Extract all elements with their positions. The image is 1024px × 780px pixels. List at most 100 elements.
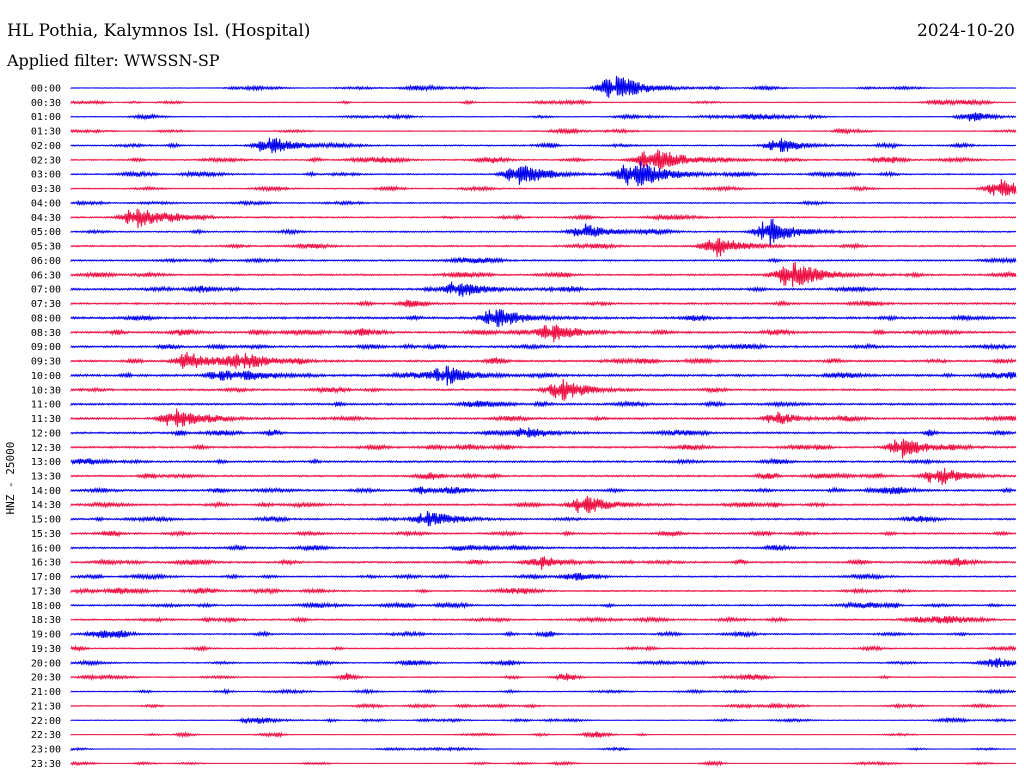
trace-line: [70, 408, 1017, 427]
trace-line: [70, 127, 1017, 136]
trace-line: [70, 702, 1017, 710]
tick-label: 21:30: [31, 701, 61, 712]
trace-line: [70, 342, 1017, 351]
trace-line: [70, 299, 1017, 308]
tick-label: 12:30: [31, 443, 61, 454]
trace-line: [70, 716, 1017, 725]
trace-line: [70, 672, 1017, 682]
trace-line: [70, 281, 1017, 297]
trace-line: [70, 427, 1017, 438]
tick-label: 04:00: [31, 198, 61, 209]
trace-line: [70, 256, 1017, 265]
tick-label: 20:30: [31, 673, 61, 684]
trace-line: [70, 630, 1017, 639]
tick-label: 08:30: [31, 328, 61, 339]
tick-label: 07:30: [31, 299, 61, 310]
tick-label: 06:30: [31, 270, 61, 281]
tick-label: 15:00: [31, 515, 61, 526]
tick-label: 03:30: [31, 184, 61, 195]
trace-line: [70, 75, 1017, 98]
filter-label: Applied filter: WWSSN-SP: [7, 51, 220, 70]
trace-line: [70, 149, 1017, 170]
tick-label: 19:00: [31, 630, 61, 641]
trace-line: [70, 351, 1017, 369]
trace-line: [70, 208, 1017, 229]
tick-label: 19:30: [31, 644, 61, 655]
trace-line: [70, 400, 1017, 408]
trace-line: [70, 529, 1017, 538]
trace-line: [70, 324, 1017, 343]
trace-line: [70, 746, 1017, 752]
tick-label: 11:30: [31, 414, 61, 425]
tick-label: 18:30: [31, 615, 61, 626]
tick-label: 06:00: [31, 256, 61, 267]
tick-label: 14:30: [31, 500, 61, 511]
trace-line: [70, 178, 1017, 196]
time-tick-labels: 00:00 00:30 01:00 01:30 02:00 02:30 03:00 03:30…: [31, 84, 61, 770]
tick-label: 10:00: [31, 371, 61, 382]
tick-label: 23:00: [31, 745, 61, 756]
tick-label: 18:00: [31, 601, 61, 612]
tick-label: 00:30: [31, 98, 61, 109]
tick-label: 09:30: [31, 357, 61, 368]
tick-label: 11:00: [31, 400, 61, 411]
seismic-traces: [70, 75, 1017, 768]
trace-line: [70, 218, 1017, 246]
trace-line: [70, 98, 1017, 107]
tick-label: 00:00: [31, 84, 61, 95]
trace-line: [70, 644, 1017, 653]
tick-label: 13:30: [31, 471, 61, 482]
trace-line: [70, 759, 1017, 768]
trace-line: [70, 238, 1017, 258]
trace-line: [70, 438, 1017, 459]
trace-line: [70, 137, 1017, 154]
tick-label: 02:30: [31, 155, 61, 166]
trace-line: [70, 615, 1017, 624]
tick-label: 22:30: [31, 730, 61, 741]
trace-line: [70, 261, 1017, 287]
trace-line: [70, 657, 1017, 668]
trace-line: [70, 161, 1017, 187]
trace-line: [70, 112, 1017, 122]
tick-label: 02:00: [31, 141, 61, 152]
trace-line: [70, 572, 1017, 581]
trace-line: [70, 467, 1017, 486]
tick-label: 22:00: [31, 716, 61, 727]
tick-label: 04:30: [31, 213, 61, 224]
tick-label: 16:00: [31, 543, 61, 554]
trace-line: [70, 543, 1017, 552]
tick-label: 03:00: [31, 170, 61, 181]
trace-line: [70, 601, 1017, 610]
tick-label: 14:00: [31, 486, 61, 497]
station-title: HL Pothia, Kalymnos Isl. (Hospital): [7, 21, 311, 41]
tick-label: 07:00: [31, 285, 61, 296]
trace-line: [70, 365, 1017, 386]
trace-line: [70, 556, 1017, 571]
trace-line: [70, 495, 1017, 514]
tick-label: 09:00: [31, 342, 61, 353]
tick-label: 05:00: [31, 227, 61, 238]
trace-line: [70, 731, 1017, 739]
tick-label: 23:30: [31, 759, 61, 770]
tick-label: 13:00: [31, 457, 61, 468]
trace-line: [70, 510, 1017, 527]
trace-line: [70, 586, 1017, 595]
trace-line: [70, 457, 1017, 466]
tick-label: 16:30: [31, 558, 61, 569]
trace-line: [70, 309, 1017, 328]
tick-label: 01:30: [31, 127, 61, 138]
tick-label: 12:00: [31, 428, 61, 439]
plot-date: 2024-10-20: [916, 21, 1015, 41]
trace-line: [70, 199, 1017, 207]
tick-label: 17:30: [31, 586, 61, 597]
trace-line: [70, 687, 1017, 695]
tick-label: 17:00: [31, 572, 61, 583]
tick-label: 21:00: [31, 687, 61, 698]
trace-line: [70, 486, 1017, 495]
tick-label: 05:30: [31, 242, 61, 253]
tick-label: 10:30: [31, 385, 61, 396]
trace-line: [70, 378, 1017, 401]
tick-label: 15:30: [31, 529, 61, 540]
tick-label: 20:00: [31, 658, 61, 669]
